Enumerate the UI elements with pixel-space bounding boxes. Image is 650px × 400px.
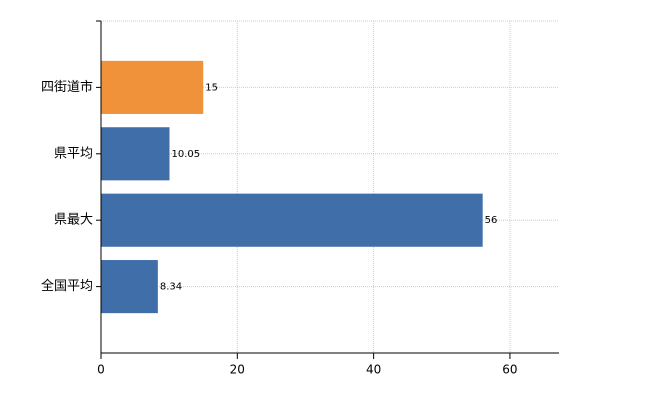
bar xyxy=(101,260,158,314)
y-tick-label: 全国平均 xyxy=(41,278,93,294)
x-tick-label: 60 xyxy=(502,363,517,377)
bar xyxy=(101,193,483,247)
value-label: 8.34 xyxy=(160,282,182,293)
bar xyxy=(101,60,204,114)
x-tick-label: 20 xyxy=(230,363,245,377)
value-label: 10.05 xyxy=(171,149,200,160)
x-tick-label: 40 xyxy=(366,363,381,377)
x-tick-label: 0 xyxy=(97,363,105,377)
y-tick-label: 県平均 xyxy=(54,146,93,161)
bar xyxy=(101,127,170,181)
y-tick-label: 四街道市 xyxy=(41,79,93,95)
value-label: 15 xyxy=(205,82,218,93)
y-tick-label: 県最大 xyxy=(54,213,93,228)
value-label: 56 xyxy=(485,215,498,226)
